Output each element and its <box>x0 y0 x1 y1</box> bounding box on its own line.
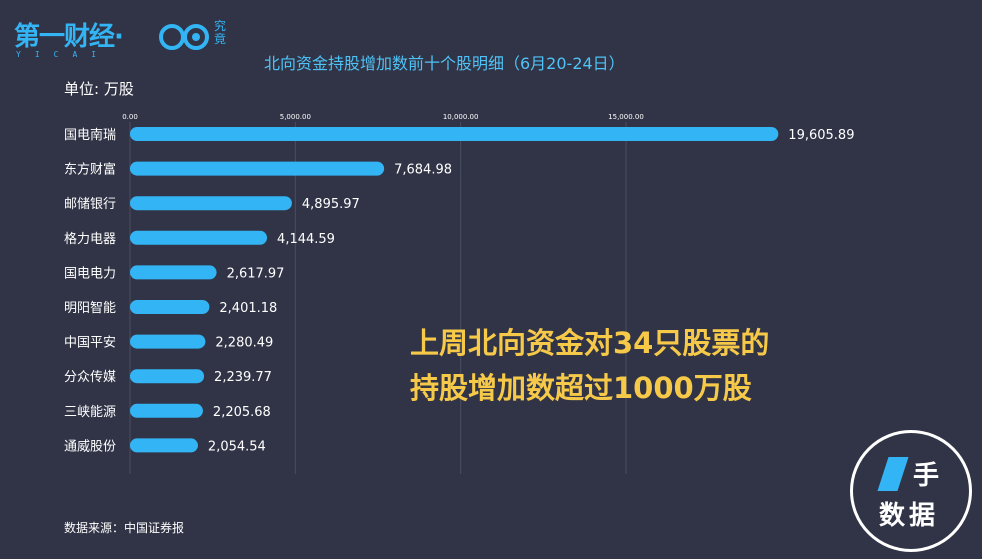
x-tick-label: 0.00 <box>122 113 138 121</box>
brand-name: 第一财经· <box>14 22 124 52</box>
category-label: 通威股份 <box>64 439 116 454</box>
category-label: 邮储银行 <box>64 197 116 212</box>
unit-label: 单位: 万股 <box>64 80 134 98</box>
category-label: 三峡能源 <box>64 405 116 420</box>
badge-line-1: 手 <box>913 461 940 491</box>
category-label: 东方财富 <box>64 162 116 178</box>
bar <box>130 438 198 453</box>
bar <box>130 369 205 384</box>
value-label: 4,895.97 <box>302 197 360 212</box>
category-label: 明阳智能 <box>64 301 116 316</box>
value-label: 4,144.59 <box>277 232 335 247</box>
chart-title: 北向资金持股增加数前十个股明细（6月20-24日） <box>264 54 625 73</box>
callout-line-2: 持股增加数超过1000万股 <box>410 371 752 405</box>
category-label: 国电电力 <box>64 266 116 281</box>
value-label: 7,684.98 <box>394 163 452 178</box>
category-label: 分众传媒 <box>64 370 116 385</box>
callout-line-1: 上周北向资金对34只股票的 <box>410 326 770 360</box>
callout: 上周北向资金对34只股票的 持股增加数超过1000万股 <box>410 321 769 411</box>
bar <box>130 403 203 418</box>
category-label: 国电南瑞 <box>64 127 116 143</box>
data-source: 数据来源：中国证券报 <box>64 521 185 535</box>
bar <box>130 230 268 245</box>
badge-line-2: 数据 <box>879 501 940 531</box>
value-label: 2,205.68 <box>213 405 271 420</box>
bar <box>130 196 292 211</box>
yicai-eye-icon <box>159 24 209 50</box>
bar <box>130 161 385 176</box>
value-label: 2,280.49 <box>215 336 273 351</box>
x-tick-label: 10,000.00 <box>443 113 479 121</box>
value-label: 2,054.54 <box>208 439 266 454</box>
value-label: 19,605.89 <box>788 128 854 143</box>
value-label: 2,617.97 <box>227 266 285 281</box>
bar <box>130 265 217 280</box>
bar <box>130 127 779 141</box>
bar <box>130 334 206 349</box>
brand-logo2-text: 究竟 <box>214 19 227 46</box>
category-label: 格力电器 <box>64 231 116 247</box>
badge-mark-icon <box>877 457 909 491</box>
bar <box>130 300 210 314</box>
value-label: 2,401.18 <box>219 301 277 316</box>
x-tick-label: 15,000.00 <box>608 113 644 121</box>
shou-shuju-badge: 手 数据 <box>850 430 972 552</box>
category-label: 中国平安 <box>64 336 116 351</box>
x-tick-label: 5,000.00 <box>280 113 311 121</box>
value-label: 2,239.77 <box>214 370 272 385</box>
brand-subtitle: YICAI <box>16 50 111 59</box>
